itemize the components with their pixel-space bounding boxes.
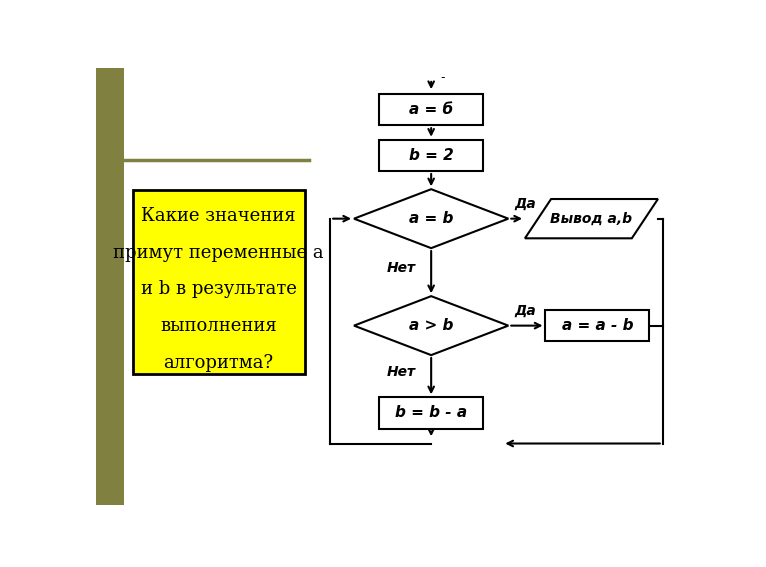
Text: a = b: a = b (409, 211, 453, 226)
Text: a > b: a > b (409, 318, 453, 333)
Bar (379, 397, 483, 429)
Text: Какие значения: Какие значения (141, 207, 296, 225)
Bar (133, 191, 305, 374)
Polygon shape (525, 199, 658, 238)
Bar (379, 94, 483, 125)
Bar (379, 139, 483, 171)
Bar (96, 68, 124, 505)
Text: Нет: Нет (387, 261, 416, 275)
Polygon shape (354, 189, 509, 248)
Text: b = b - a: b = b - a (395, 405, 467, 421)
Text: Да: Да (514, 304, 536, 318)
Text: b = 2: b = 2 (409, 148, 453, 163)
Text: Нет: Нет (387, 365, 416, 379)
Text: и b в результате: и b в результате (141, 280, 296, 298)
Text: a = a - b: a = a - b (561, 318, 633, 333)
Text: алгоритма?: алгоритма? (164, 354, 273, 371)
Text: Вывод а,b: Вывод а,b (551, 211, 633, 226)
Text: -: - (440, 71, 445, 84)
Text: примут переменные а: примут переменные а (113, 244, 324, 261)
Text: a = б: a = б (409, 102, 453, 117)
Bar (545, 310, 650, 341)
Polygon shape (354, 296, 509, 355)
Text: выполнения: выполнения (160, 317, 277, 335)
Text: Да: Да (514, 197, 536, 211)
